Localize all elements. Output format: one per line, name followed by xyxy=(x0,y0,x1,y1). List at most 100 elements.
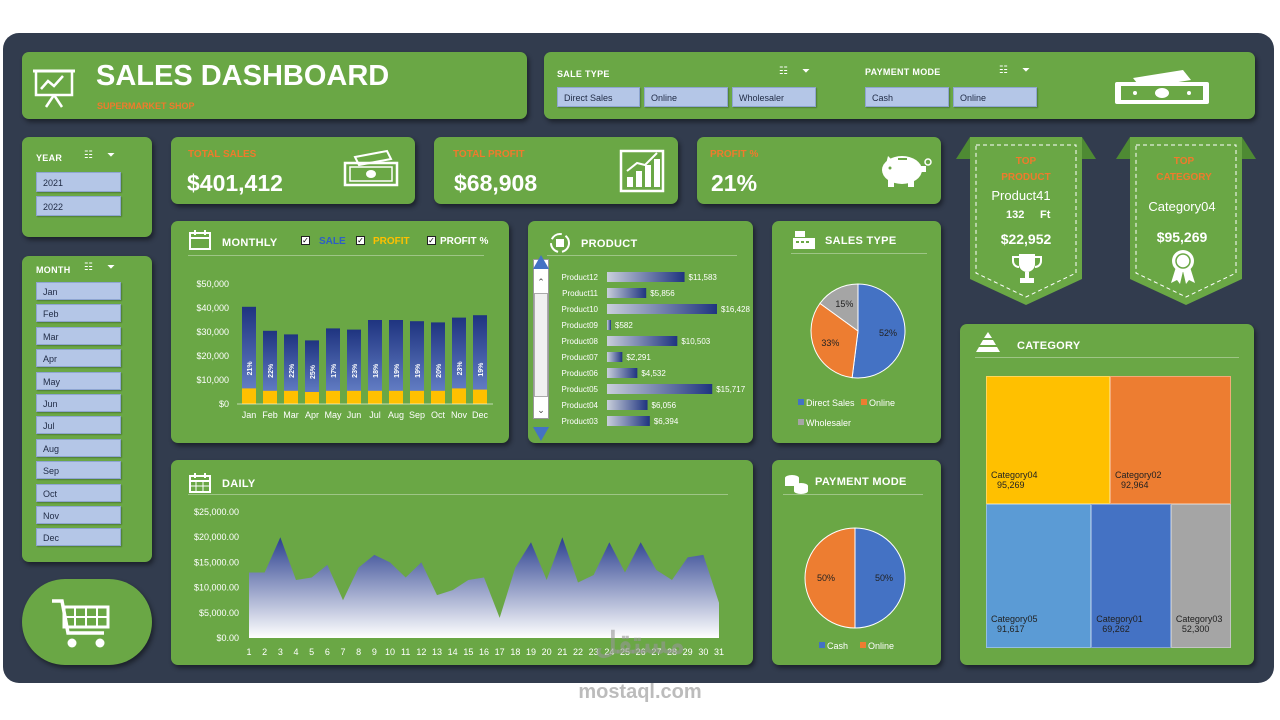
product-label: Product10 xyxy=(562,305,599,314)
legend-label: Online xyxy=(869,398,895,408)
top-product-name: Product41 xyxy=(991,188,1051,203)
year-option[interactable]: 2021 xyxy=(36,172,121,192)
top-product-ribbon xyxy=(956,137,1096,305)
x-tick-label: 1 xyxy=(246,647,251,657)
scroll-up-arrow-icon[interactable]: ⌃ xyxy=(537,277,545,287)
month-option[interactable]: Apr xyxy=(36,349,121,368)
sale-type-option[interactable]: Online xyxy=(644,87,728,107)
x-tick-label: 24 xyxy=(604,647,614,657)
legend-checkbox-sale[interactable]: ✓ xyxy=(301,236,310,245)
x-tick-label: 3 xyxy=(278,647,283,657)
month-option[interactable]: May xyxy=(36,371,121,390)
x-tick-label: 13 xyxy=(432,647,442,657)
scroll-up-icon[interactable] xyxy=(533,255,549,269)
sale-type-option[interactable]: Direct Sales xyxy=(557,87,640,107)
y-tick-label: $0 xyxy=(219,399,229,409)
x-tick-label: Sep xyxy=(409,410,425,420)
x-tick-label: Dec xyxy=(472,410,489,420)
y-tick-label: $10,000.00 xyxy=(194,583,239,593)
kpi-total-profit: TOTAL PROFIT $68,908 xyxy=(434,137,678,204)
profit-pct-label: 21% xyxy=(247,361,254,376)
product-value-label: $4,532 xyxy=(641,369,666,378)
clear-filter-icon[interactable]: ⏷ xyxy=(107,262,115,273)
sale-bar xyxy=(368,320,382,404)
x-tick-label: 7 xyxy=(340,647,345,657)
month-option[interactable]: Jun xyxy=(36,394,121,412)
multi-select-icon[interactable]: ☷ xyxy=(84,150,93,161)
product-bar xyxy=(607,384,713,394)
page-subtitle: SUPERMARKET SHOP xyxy=(97,101,195,111)
profit-bar xyxy=(242,388,256,404)
legend-label: Wholesaler xyxy=(806,418,851,428)
sales-type-title: SALES TYPE xyxy=(825,235,897,247)
month-option[interactable]: Oct xyxy=(36,483,121,502)
page-title: SALES DASHBOARD xyxy=(96,60,390,92)
monthly-chart-card: MONTHLY ✓ SALE ✓ PROFIT ✓ PROFIT % $50,0… xyxy=(171,221,509,443)
month-option[interactable]: Mar xyxy=(36,326,121,345)
month-option[interactable]: Aug xyxy=(36,438,121,457)
x-tick-label: 15 xyxy=(463,647,473,657)
legend-checkbox-profit[interactable]: ✓ xyxy=(356,236,365,245)
x-tick-label: 31 xyxy=(714,647,724,657)
kpi-value: 21% xyxy=(711,170,758,196)
year-option[interactable]: 2022 xyxy=(36,196,121,216)
x-tick-label: 9 xyxy=(372,647,377,657)
x-tick-label: Jan xyxy=(242,410,257,420)
payment-mode-slicer-title: PAYMENT MODE xyxy=(865,67,941,77)
x-tick-label: Aug xyxy=(388,410,404,420)
legend-swatch xyxy=(819,642,825,648)
payment-mode-option[interactable]: Online xyxy=(953,87,1037,107)
payment-mode-pie: 50% 50% Cash Online xyxy=(804,527,906,651)
profit-bar xyxy=(284,390,298,404)
top-product-value: $22,952 xyxy=(1000,231,1052,247)
coins-icon xyxy=(785,475,808,494)
month-option[interactable]: Feb xyxy=(36,304,121,323)
payment-mode-option[interactable]: Cash xyxy=(865,87,949,107)
scroll-down-icon[interactable] xyxy=(533,427,549,441)
month-option[interactable]: Jan xyxy=(36,282,121,300)
y-tick-label: $40,000 xyxy=(196,303,229,313)
legend-sale: SALE xyxy=(319,236,346,247)
month-option[interactable]: Sep xyxy=(36,461,121,480)
profit-pct-label: 23% xyxy=(457,361,464,376)
calendar-grid-icon xyxy=(189,473,211,493)
product-bar xyxy=(607,416,650,426)
profit-bar xyxy=(452,388,466,404)
scroll-thumb[interactable] xyxy=(534,293,548,397)
sale-type-option[interactable]: Wholesaler xyxy=(732,87,816,107)
legend-checkbox-profit-pct[interactable]: ✓ xyxy=(427,236,436,245)
profit-bar xyxy=(326,390,340,404)
x-tick-label: Apr xyxy=(305,410,319,420)
treemap-cell: Category04 95,269 xyxy=(986,376,1110,504)
x-tick-label: 18 xyxy=(510,647,520,657)
top-category-ribbon xyxy=(1116,137,1256,305)
top-category-name: Category04 xyxy=(1148,199,1216,214)
multi-select-icon[interactable]: ☷ xyxy=(84,262,93,273)
month-option[interactable]: Nov xyxy=(36,506,121,524)
multi-select-icon[interactable]: ☷ xyxy=(999,65,1008,76)
clear-filter-icon[interactable]: ⏷ xyxy=(802,66,810,77)
legend-profit: PROFIT xyxy=(373,236,410,247)
product-bar xyxy=(607,304,717,314)
scroll-down-arrow-icon[interactable]: ⌄ xyxy=(537,405,545,415)
x-tick-label: 5 xyxy=(309,647,314,657)
sales-type-pie: 52% 33% 15% Direct Sales Online Wholesaler xyxy=(798,283,906,428)
legend-label: Cash xyxy=(827,641,848,651)
clear-filter-icon[interactable]: ⏷ xyxy=(107,150,115,161)
profit-pct-label: 17% xyxy=(331,363,338,378)
profit-pct-label: 19% xyxy=(478,362,485,377)
month-option[interactable]: Jul xyxy=(36,416,121,435)
x-tick-label: 27 xyxy=(651,647,661,657)
multi-select-icon[interactable]: ☷ xyxy=(779,66,788,77)
profit-bar xyxy=(431,390,445,404)
x-tick-label: Nov xyxy=(451,410,468,420)
profit-pct-label: 19% xyxy=(415,363,422,378)
x-tick-label: 8 xyxy=(356,647,361,657)
x-tick-label: Feb xyxy=(262,410,278,420)
treemap-label: Category04 xyxy=(991,469,1038,480)
clear-filter-icon[interactable]: ⏷ xyxy=(1022,65,1030,76)
product-label: Product12 xyxy=(562,273,599,282)
profit-pct-label: 20% xyxy=(436,363,443,378)
x-tick-label: 29 xyxy=(683,647,693,657)
month-option[interactable]: Dec xyxy=(36,528,121,547)
